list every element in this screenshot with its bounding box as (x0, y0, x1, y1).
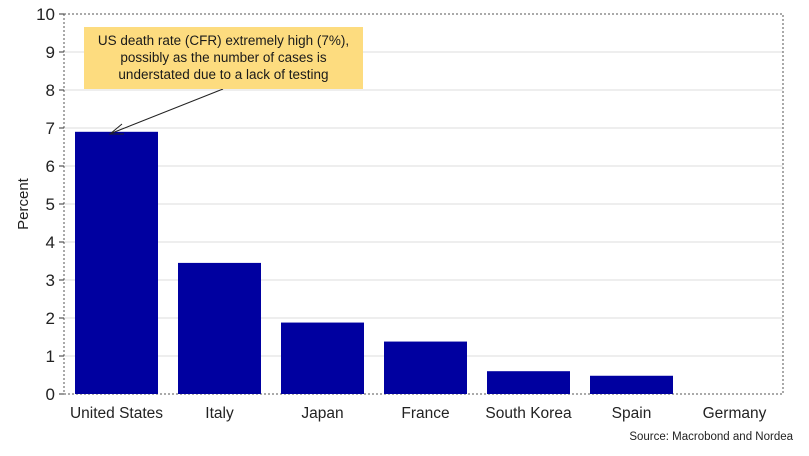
bar-united-states (75, 131, 158, 395)
y-tick-label-6: 6 (46, 157, 55, 176)
x-tick-label-japan: Japan (301, 405, 343, 422)
y-axis-label: Percent (15, 177, 32, 230)
annotation-arrowhead (108, 123, 124, 135)
bar-japan (281, 322, 364, 394)
x-tick-label-south-korea: South Korea (485, 405, 572, 422)
y-tick-label-0: 0 (46, 385, 55, 404)
y-tick-label-3: 3 (46, 271, 55, 290)
bar-spain (590, 375, 673, 394)
y-tick-label-1: 1 (46, 347, 55, 366)
bars (75, 131, 673, 395)
x-tick-label-italy: Italy (205, 405, 234, 422)
gridlines (64, 51, 783, 357)
y-tick-label-10: 10 (36, 5, 55, 24)
x-tick-label-spain: Spain (612, 405, 652, 422)
annotation-arrow (111, 88, 224, 134)
source-note: Source: Macrobond and Nordea (629, 431, 793, 443)
annotation-line-2: possibly as the number of cases is (120, 50, 327, 65)
bar-south-korea (487, 371, 570, 394)
y-tick-label-7: 7 (46, 119, 55, 138)
x-axis-ticks: United States Italy Japan France South Korea… (70, 405, 767, 422)
annotation-callout: US death rate (CFR) extremely high (7%),… (84, 27, 363, 89)
y-tick-label-4: 4 (46, 233, 55, 252)
y-tick-label-5: 5 (46, 195, 55, 214)
x-tick-label-germany: Germany (703, 405, 767, 422)
annotation-line-1: US death rate (CFR) extremely high (7%), (97, 33, 350, 48)
annotation-line-3: understated due to a lack of testing (118, 67, 329, 82)
y-axis-ticks: 0 1 2 3 4 5 6 7 8 9 10 (36, 5, 64, 404)
x-tick-label-united-states: United States (70, 405, 163, 422)
y-tick-label-8: 8 (46, 81, 55, 100)
y-tick-label-2: 2 (46, 309, 55, 328)
bar-france (384, 341, 467, 394)
bar-italy (178, 262, 261, 394)
x-tick-label-france: France (401, 405, 449, 422)
y-tick-label-9: 9 (46, 43, 55, 62)
